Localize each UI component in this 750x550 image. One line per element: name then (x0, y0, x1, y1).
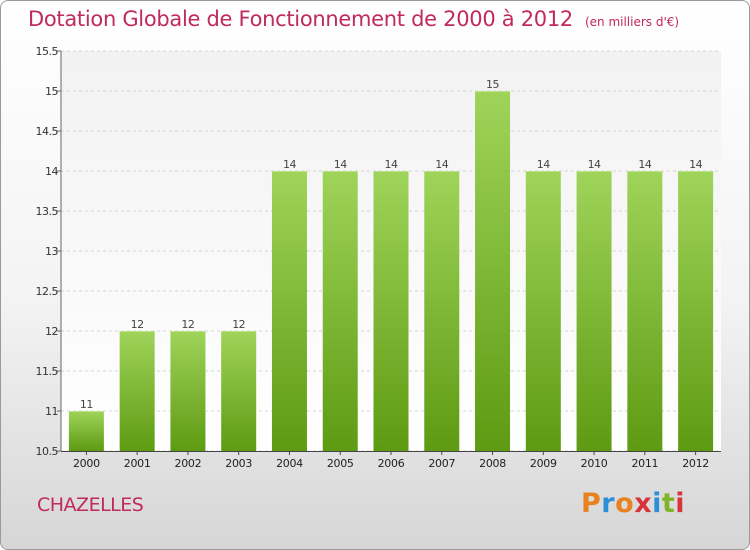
logo-letter: t (661, 488, 676, 519)
x-tick-label: 2009 (530, 457, 557, 470)
x-tick-label: 2000 (73, 457, 100, 470)
bars-group (68, 91, 714, 451)
logo-letter: i (652, 488, 662, 519)
logo-letter: i (675, 488, 686, 519)
value-label: 14 (689, 158, 702, 171)
x-tick-label: 2007 (428, 457, 455, 470)
y-tick-label: 11.5 (36, 365, 59, 378)
bar (525, 171, 561, 451)
chart-title: Dotation Globale de Fonctionnement de 20… (28, 7, 679, 31)
proxiti-logo: Proxiti (581, 488, 685, 519)
commune-name: CHAZELLES (37, 494, 144, 516)
logo-letter: x (634, 488, 653, 519)
y-tick-label: 15.5 (36, 45, 59, 58)
y-tick-label: 12 (45, 325, 58, 338)
x-tick-label: 2012 (682, 457, 709, 470)
bar (576, 171, 612, 451)
value-label: 15 (486, 78, 499, 91)
bar (424, 171, 460, 451)
y-tick-label: 12.5 (36, 285, 59, 298)
value-label: 14 (537, 158, 550, 171)
y-tick-label: 13.5 (36, 205, 59, 218)
y-tick-label: 10.5 (36, 445, 59, 458)
value-label: 12 (232, 318, 245, 331)
logo-letter: r (601, 488, 616, 519)
title-unit: (en milliers d'€) (584, 15, 680, 29)
bar (221, 331, 257, 451)
x-tick-label: 2008 (479, 457, 506, 470)
value-label: 11 (80, 398, 93, 411)
value-label: 14 (283, 158, 296, 171)
bar (322, 171, 358, 451)
bar (475, 91, 511, 451)
x-tick-label: 2002 (175, 457, 202, 470)
value-label: 12 (181, 318, 194, 331)
y-tick-labels: 10.5 11 11.5 12 12.5 13 13.5 14 14.5 15 15.5 (36, 45, 59, 458)
bar (119, 331, 155, 451)
value-label: 14 (588, 158, 601, 171)
y-tick-label: 11 (45, 405, 58, 418)
value-label: 14 (435, 158, 448, 171)
value-label: 14 (638, 158, 651, 171)
x-tick-label: 2010 (581, 457, 608, 470)
y-tick-label: 14.5 (36, 125, 59, 138)
x-tick-label: 2003 (225, 457, 252, 470)
value-label: 14 (385, 158, 398, 171)
x-tick-label: 2004 (276, 457, 303, 470)
title-main: Dotation Globale de Fonctionnement de 20… (28, 7, 573, 31)
x-tick-labels: 2000 2001 2002 2003 2004 2005 2006 2007 2008 2009… (73, 451, 709, 470)
bar (170, 331, 206, 451)
bar (271, 171, 307, 451)
bar (678, 171, 714, 451)
bar (373, 171, 409, 451)
value-label: 12 (131, 318, 144, 331)
logo-letter: o (615, 488, 635, 519)
x-tick-label: 2011 (631, 457, 658, 470)
x-tick-label: 2005 (327, 457, 354, 470)
value-label: 14 (334, 158, 347, 171)
x-tick-label: 2006 (378, 457, 405, 470)
x-tick-label: 2001 (124, 457, 151, 470)
bar (627, 171, 663, 451)
y-tick-label: 15 (45, 85, 58, 98)
bar (68, 411, 104, 451)
value-labels-group: 11 12 12 12 14 14 14 14 15 14 14 14 14 (80, 78, 703, 411)
y-tick-label: 13 (45, 245, 58, 258)
logo-letter: P (581, 488, 602, 519)
y-tick-label: 14 (45, 165, 58, 178)
